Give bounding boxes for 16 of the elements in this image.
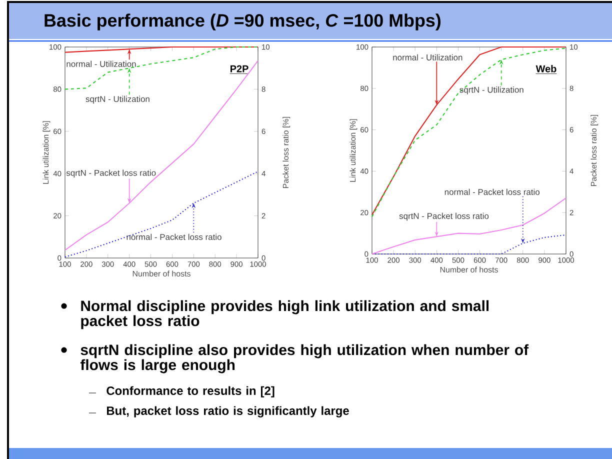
series-label: normal - Packet loss ratio [126,234,222,240]
text: Normal discipline provides high link utilization and small packet loss ratio [81,300,489,330]
text: normal - Packet loss ratio [444,188,540,195]
text: Conformance to results in [2] [106,386,274,398]
text: sqrtN discipline also provides high utilization when number of flows is large enough [80,344,529,374]
series-label: sqrtN - Utilization [460,86,524,94]
text: P2P [230,65,248,72]
text: Web [536,65,556,72]
series-label: sqrtN - Utilization [86,96,150,104]
series-label: normal - Utilization [393,54,462,60]
text: But, packet loss ratio is significantly large [107,406,349,418]
line-series [64,60,259,251]
series-label: sqrtN - Packet loss ratio [399,212,489,221]
legend-label: normal - Utilization [66,60,136,67]
text: Basic performance (D =90 msec, C =100 Mbps) [44,14,440,30]
series-label: sqrtN - Packet loss ratio [66,170,156,178]
